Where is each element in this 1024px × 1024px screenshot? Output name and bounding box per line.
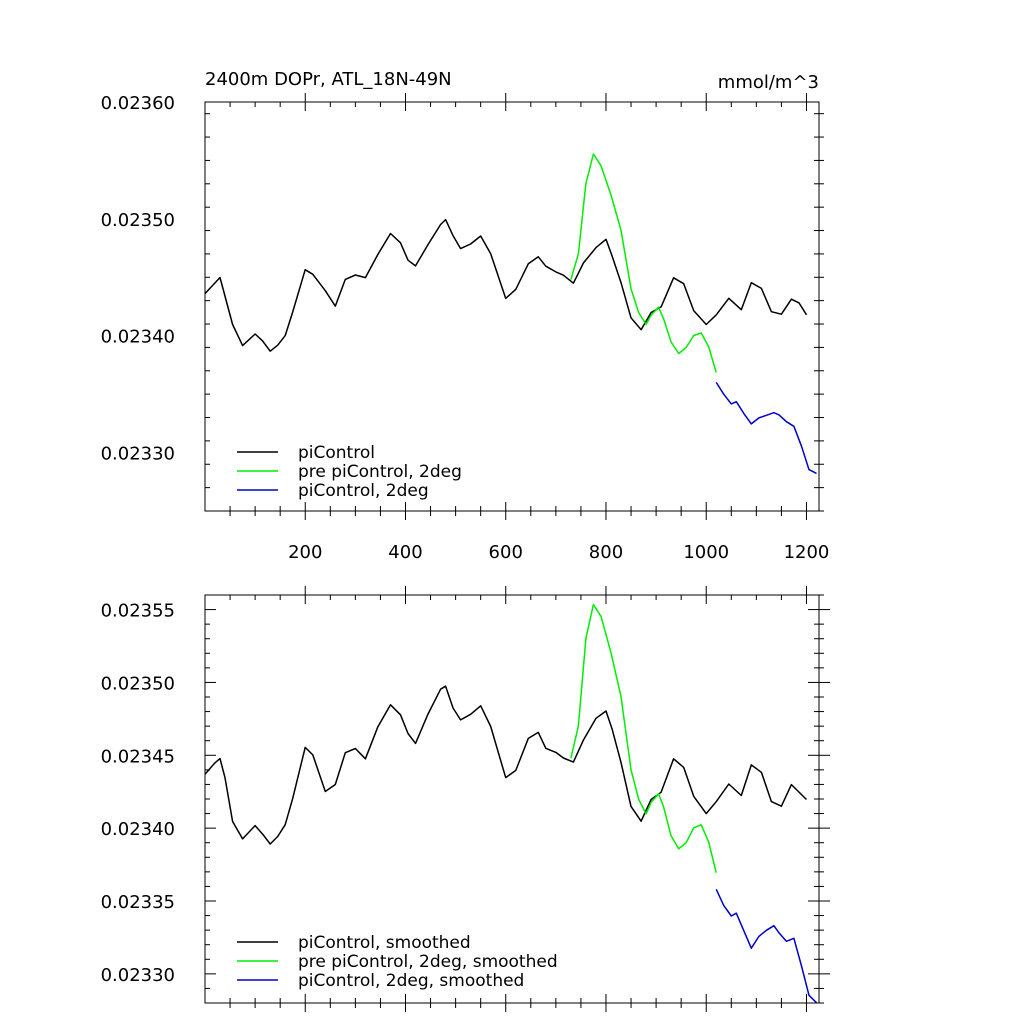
series-line	[205, 685, 808, 845]
legend-label: pre piControl, 2deg, smoothed	[298, 952, 558, 972]
x-tick-label: 400	[388, 542, 422, 563]
chart-title: 2400m DOPr, ATL_18N-49N	[205, 69, 452, 90]
series-line	[715, 888, 818, 1003]
legend-label: piControl, 2deg, smoothed	[298, 971, 524, 991]
plot-frame	[204, 101, 820, 512]
y-tick-label: 0.02330	[101, 965, 175, 986]
x-tick-label: 800	[589, 542, 623, 563]
top-panel: 200 400 600 800 1000 1200 0.02330 0.02340 0.0235…	[101, 69, 830, 563]
y-tick-label: 0.02345	[101, 746, 175, 767]
series-line	[205, 218, 808, 352]
x-tick-label: 1000	[683, 542, 729, 563]
units-label: mmol/m^3	[718, 72, 819, 93]
legend-label: piControl, 2deg	[298, 481, 429, 501]
bottom-panel: 0.02330 0.02335 0.02340 0.02345 0.02350 0.023…	[101, 586, 830, 1012]
y-tick-label: 0.02340	[101, 327, 175, 348]
y-tick-label: 0.02360	[101, 93, 175, 114]
y-tick-label: 0.02335	[101, 892, 175, 913]
legend-label: piControl, smoothed	[298, 933, 471, 953]
y-tick-label: 0.02330	[101, 444, 175, 465]
x-tick-label: 600	[489, 542, 523, 563]
y-tick-label: 0.02350	[101, 210, 175, 231]
legend-label: pre piControl, 2deg	[298, 462, 462, 482]
y-tick-label: 0.02340	[101, 819, 175, 840]
legend-label: piControl	[298, 443, 375, 463]
y-tick-label: 0.02350	[101, 673, 175, 694]
series-line	[570, 603, 717, 873]
series-line	[570, 153, 717, 373]
x-tick-label: 200	[288, 542, 322, 563]
series-line	[715, 381, 817, 475]
x-tick-label: 1200	[784, 542, 830, 563]
y-tick-label: 0.02355	[101, 601, 175, 622]
